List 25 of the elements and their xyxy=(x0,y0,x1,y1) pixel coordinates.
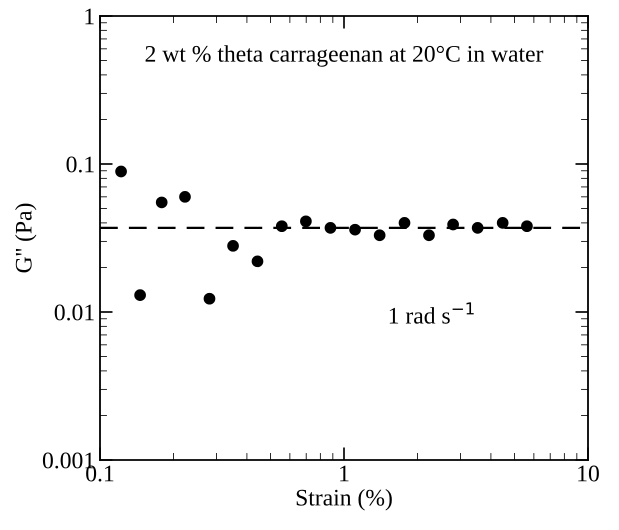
point xyxy=(398,217,410,229)
point xyxy=(423,229,435,242)
point xyxy=(324,222,336,234)
x-tick-label: 1 xyxy=(340,466,348,482)
point xyxy=(227,240,239,252)
point xyxy=(252,255,264,268)
point xyxy=(204,292,216,305)
point xyxy=(374,229,386,242)
y-tick-label: 0.1 xyxy=(66,156,94,173)
point xyxy=(472,222,484,234)
y-tick-label: 1 xyxy=(85,8,94,24)
annotation: 1 rad s$^{−1}$ xyxy=(390,302,474,324)
point xyxy=(156,196,168,208)
point xyxy=(276,220,288,232)
point xyxy=(349,224,361,236)
point xyxy=(447,218,459,230)
point xyxy=(179,190,191,203)
y-tick-label: 0.01 xyxy=(54,304,94,321)
annotation: 2 wt % theta carrageenan at 20°C in water xyxy=(146,45,544,67)
y-axis-title: G'' (Pa) xyxy=(15,204,36,272)
point xyxy=(521,220,533,232)
x-axis-title: Strain (%) xyxy=(296,489,392,510)
point xyxy=(496,217,509,229)
point xyxy=(300,215,312,228)
x-tick-label: 10 xyxy=(578,466,599,482)
